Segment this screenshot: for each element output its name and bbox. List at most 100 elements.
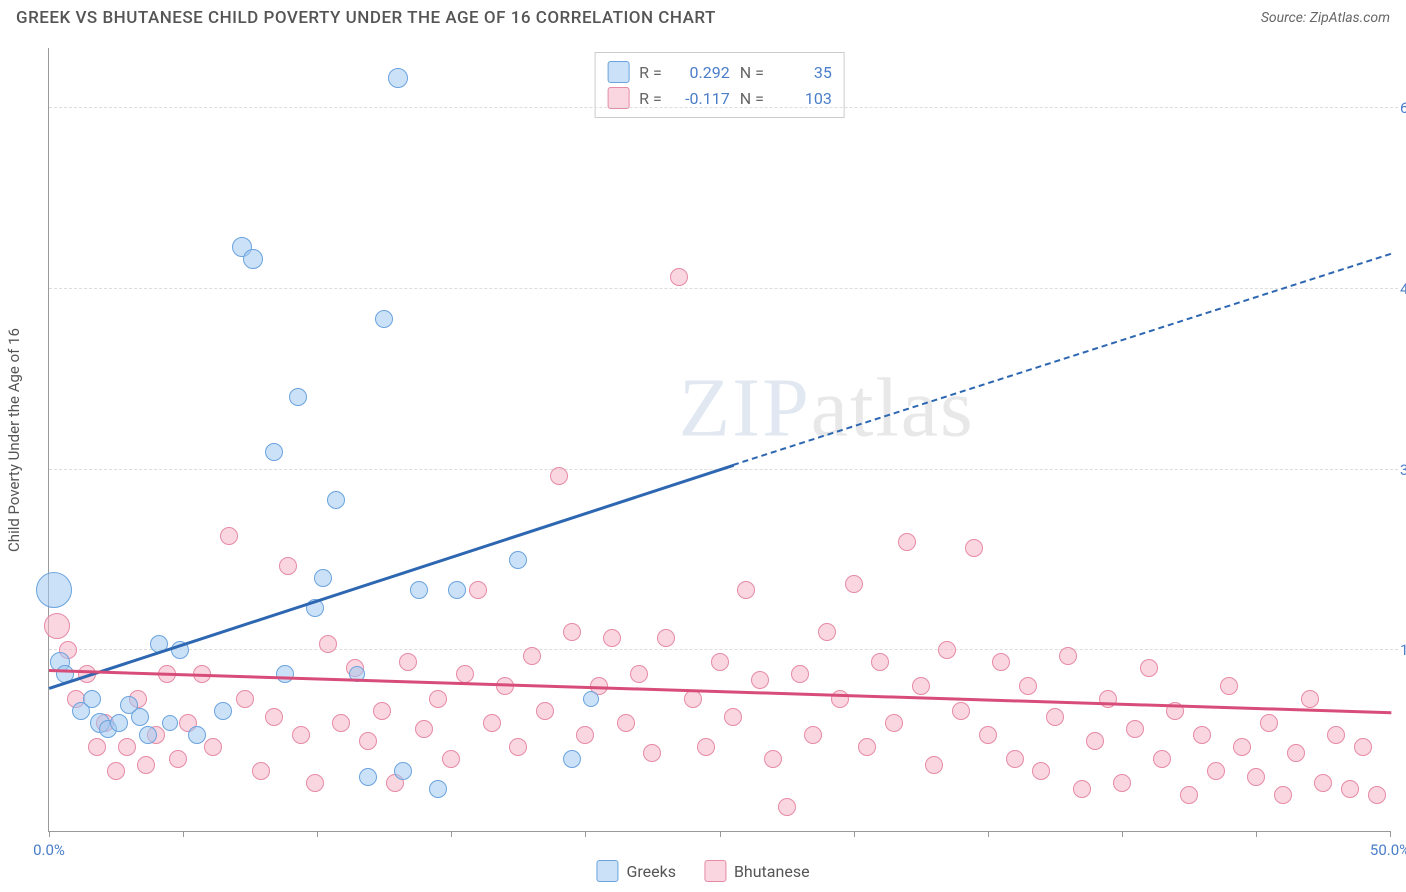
scatter-point — [388, 68, 408, 88]
scatter-point — [314, 569, 332, 587]
scatter-point — [1019, 677, 1037, 695]
swatch-bhutanese — [607, 87, 629, 109]
scatter-point — [359, 732, 377, 750]
scatter-point — [214, 702, 232, 720]
scatter-point — [107, 762, 125, 780]
scatter-point — [332, 714, 350, 732]
scatter-point — [791, 665, 809, 683]
scatter-point — [394, 762, 412, 780]
scatter-point — [483, 714, 501, 732]
scatter-point — [697, 738, 715, 756]
scatter-point — [1301, 690, 1319, 708]
scatter-point — [898, 533, 916, 551]
scatter-point — [292, 726, 310, 744]
scatter-point — [88, 738, 106, 756]
scatter-point — [992, 653, 1010, 671]
scatter-point — [399, 653, 417, 671]
scatter-point — [137, 756, 155, 774]
bhutanese-r-value: -0.117 — [672, 89, 730, 108]
scatter-point — [1153, 750, 1171, 768]
scatter-point — [162, 715, 178, 731]
scatter-point — [448, 581, 466, 599]
scatter-point — [965, 539, 983, 557]
scatter-point — [139, 726, 157, 744]
scatter-point — [1341, 780, 1359, 798]
scatter-point — [1287, 744, 1305, 762]
scatter-point — [236, 690, 254, 708]
x-tick — [1256, 831, 1257, 837]
x-tick — [585, 831, 586, 837]
x-tick — [854, 831, 855, 837]
trend-line — [49, 464, 734, 690]
scatter-point — [643, 744, 661, 762]
scatter-point — [1193, 726, 1211, 744]
scatter-point — [831, 690, 849, 708]
scatter-point — [1220, 677, 1238, 695]
scatter-point — [243, 249, 263, 269]
scatter-point — [131, 708, 149, 726]
scatter-point — [279, 557, 297, 575]
scatter-point — [845, 575, 863, 593]
scatter-point — [1233, 738, 1251, 756]
scatter-point — [603, 629, 621, 647]
r-label: R = — [639, 89, 662, 108]
scatter-point — [1073, 780, 1091, 798]
scatter-point — [415, 720, 433, 738]
scatter-point — [912, 677, 930, 695]
scatter-point — [871, 653, 889, 671]
scatter-point — [327, 491, 345, 509]
scatter-point — [375, 310, 393, 328]
stats-row-greeks: R = 0.292 N = 35 — [607, 59, 832, 85]
swatch-greeks — [607, 61, 629, 83]
x-tick — [720, 831, 721, 837]
scatter-point — [583, 691, 599, 707]
scatter-point — [711, 653, 729, 671]
scatter-point — [1274, 786, 1292, 804]
y-tick-label: 60.0% — [1400, 99, 1406, 117]
scatter-point — [804, 726, 822, 744]
legend-label-greeks: Greeks — [626, 862, 676, 881]
x-tick — [317, 831, 318, 837]
scatter-point — [938, 641, 956, 659]
trend-line-dashed — [733, 253, 1391, 466]
scatter-point — [657, 629, 675, 647]
x-tick — [49, 831, 50, 837]
scatter-point — [1327, 726, 1345, 744]
watermark-part-a: ZIP — [679, 362, 811, 455]
greeks-n-value: 35 — [774, 63, 832, 82]
scatter-point — [563, 623, 581, 641]
scatter-point — [456, 665, 474, 683]
scatter-point — [536, 702, 554, 720]
legend-item-greeks: Greeks — [596, 860, 676, 882]
scatter-point — [319, 635, 337, 653]
scatter-point — [724, 708, 742, 726]
scatter-point — [220, 527, 238, 545]
scatter-point — [204, 738, 222, 756]
scatter-point — [188, 726, 206, 744]
scatter-point — [429, 690, 447, 708]
scatter-point — [1314, 774, 1332, 792]
scatter-point — [306, 774, 324, 792]
scatter-point — [410, 581, 428, 599]
scatter-point — [630, 665, 648, 683]
scatter-point — [1247, 768, 1265, 786]
scatter-point — [118, 738, 136, 756]
scatter-point — [36, 572, 72, 608]
scatter-point — [764, 750, 782, 768]
scatter-point — [1113, 774, 1131, 792]
scatter-point — [818, 623, 836, 641]
scatter-point — [550, 467, 568, 485]
scatter-point — [952, 702, 970, 720]
scatter-point — [563, 750, 581, 768]
plot-area: ZIPatlas R = 0.292 N = 35 R = -0.117 N =… — [48, 48, 1390, 832]
scatter-point — [670, 268, 688, 286]
x-tick-label: 0.0% — [33, 841, 65, 859]
gridline — [49, 107, 1398, 108]
scatter-point — [885, 714, 903, 732]
chart-header: GREEK VS BHUTANESE CHILD POVERTY UNDER T… — [0, 0, 1406, 32]
scatter-point — [429, 780, 447, 798]
y-tick-label: 30.0% — [1400, 461, 1406, 479]
scatter-point — [265, 708, 283, 726]
scatter-point — [1086, 732, 1104, 750]
scatter-point — [1354, 738, 1372, 756]
